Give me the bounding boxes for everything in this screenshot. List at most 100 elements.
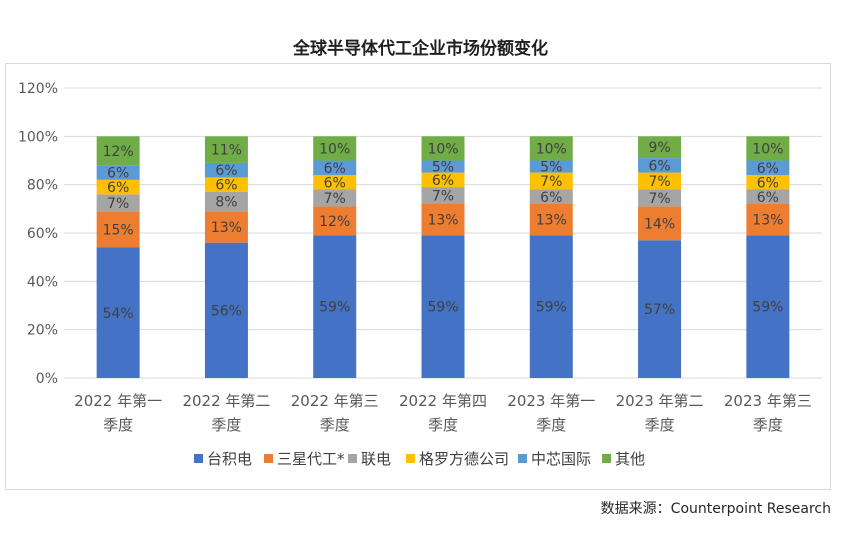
data-label: 6% <box>540 190 562 206</box>
bar-segment <box>96 211 140 248</box>
bar-segment <box>529 160 573 173</box>
data-label: 54% <box>103 306 134 322</box>
y-tick-label: 40% <box>27 274 58 290</box>
x-tick-label: 2023 年第一季度 <box>507 392 595 434</box>
bar-segment <box>529 136 573 161</box>
bar-segment <box>313 136 357 161</box>
data-label: 10% <box>427 141 458 157</box>
y-tick-label: 60% <box>27 226 58 242</box>
data-label: 13% <box>536 213 567 229</box>
bar-segment <box>746 175 790 190</box>
bar-segment <box>529 172 573 190</box>
bar-segment <box>204 162 248 178</box>
data-label: 9% <box>648 140 670 156</box>
data-label: 6% <box>648 158 670 174</box>
x-tick-label: 2022 年第四季度 <box>399 392 487 434</box>
data-label: 6% <box>107 166 129 182</box>
legend-label: 联电 <box>361 450 391 468</box>
bar-segment <box>638 172 682 190</box>
chart-frame: 0% 20% 40% 60% 80% 100% 120% 54% 15% 7% 6% 6% 12% 202… <box>5 63 831 490</box>
data-label: 6% <box>324 175 346 191</box>
data-label: 12% <box>103 144 134 160</box>
data-label: 13% <box>427 213 458 229</box>
bar-segment <box>421 172 465 188</box>
bar-segment <box>529 204 573 236</box>
bar-segment <box>421 160 465 173</box>
bar-segment <box>746 204 790 236</box>
legend-swatch <box>602 454 611 463</box>
bar-segment <box>96 179 140 195</box>
data-label: 5% <box>540 160 562 176</box>
x-tick-label: 2023 年第三季度 <box>724 392 812 434</box>
data-label: 59% <box>536 300 567 316</box>
data-label: 57% <box>644 302 675 318</box>
bar-segment <box>746 136 790 161</box>
data-label: 5% <box>432 160 454 176</box>
data-label: 6% <box>757 161 779 177</box>
chart-title: 全球半导体代工企业市场份额变化 <box>293 39 548 59</box>
data-label: 59% <box>319 300 350 316</box>
data-label: 10% <box>752 141 783 157</box>
bar-segment <box>638 206 682 241</box>
x-tick-label: 2022 年第二季度 <box>182 392 270 434</box>
bar-segment <box>96 165 140 180</box>
data-label: 7% <box>432 189 454 205</box>
y-tick-label: 20% <box>27 323 58 339</box>
bar-segment <box>96 194 140 212</box>
legend-label: 格罗方德公司 <box>419 450 509 468</box>
y-tick-label: 0% <box>36 371 58 387</box>
bar-segment <box>96 247 140 378</box>
legend-label: 台积电 <box>207 450 252 468</box>
bar-segment <box>529 235 573 378</box>
data-label: 6% <box>757 190 779 206</box>
data-label: 6% <box>215 178 237 194</box>
bar-segment <box>313 160 357 175</box>
data-label: 13% <box>752 213 783 229</box>
x-tick-label: 2022 年第一季度 <box>74 392 162 434</box>
bar-segment <box>638 240 682 378</box>
data-label: 11% <box>211 143 242 159</box>
data-label: 7% <box>648 191 670 207</box>
data-label: 6% <box>757 175 779 191</box>
bar-segment <box>421 187 465 204</box>
data-label: 6% <box>432 173 454 189</box>
bar-segment <box>421 235 465 378</box>
data-label: 7% <box>324 191 346 207</box>
bar-segment <box>313 175 357 190</box>
bar-segment <box>313 235 357 378</box>
bar-segment <box>204 177 248 192</box>
data-label: 15% <box>103 222 134 238</box>
bar-segment <box>421 204 465 236</box>
bar-segment <box>204 211 248 243</box>
data-label: 8% <box>215 195 237 211</box>
legend-swatch <box>406 454 415 463</box>
x-tick-label: 2023 年第二季度 <box>616 392 704 434</box>
legend-swatch <box>348 454 357 463</box>
stacked-bar-chart: 0%20%40%60%80%100%120%54%15%7%6%6%12%202… <box>18 81 822 468</box>
legend-label: 中芯国际 <box>531 450 591 468</box>
legend-swatch <box>518 454 527 463</box>
x-tick-label: 2022 年第三季度 <box>291 392 379 434</box>
data-label: 13% <box>211 220 242 236</box>
data-label: 14% <box>644 216 675 232</box>
data-label: 59% <box>427 300 458 316</box>
data-label: 7% <box>540 174 562 190</box>
source-note: 数据来源：Counterpoint Research <box>600 501 831 517</box>
y-tick-label: 120% <box>18 81 58 97</box>
data-label: 56% <box>211 303 242 319</box>
y-tick-label: 100% <box>18 129 58 145</box>
data-label: 7% <box>107 196 129 212</box>
bar-segment <box>746 160 790 175</box>
bar-segment <box>638 136 682 159</box>
data-label: 6% <box>324 161 346 177</box>
bar-segment <box>313 206 357 236</box>
data-label: 10% <box>536 141 567 157</box>
bar-segment <box>638 189 682 207</box>
legend-label: 三星代工* <box>277 450 345 468</box>
y-tick-label: 80% <box>27 178 58 194</box>
data-label: 7% <box>648 174 670 190</box>
bar-segment <box>421 136 465 161</box>
bar-segment <box>96 136 140 166</box>
legend-swatch <box>194 454 203 463</box>
data-label: 6% <box>215 163 237 179</box>
